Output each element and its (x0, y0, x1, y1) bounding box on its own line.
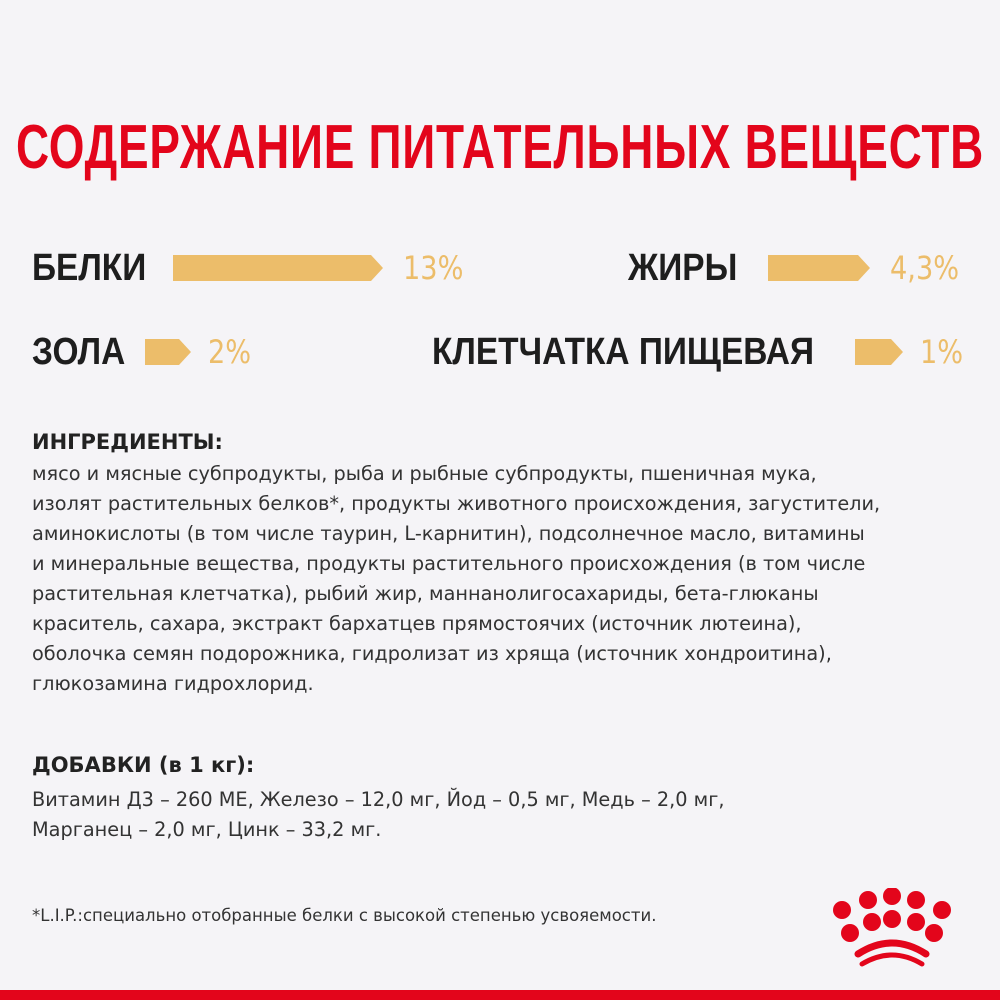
ingredients-text: мясо и мясные субпродукты, рыба и рыбные… (32, 459, 880, 699)
ingredients-line: изолят растительных белков*, продукты жи… (32, 492, 881, 515)
nutrient-label-ash: ЗОЛА (32, 331, 126, 373)
ingredients-heading: ИНГРЕДИЕНТЫ: (32, 430, 223, 454)
nutrient-value-protein: 13% (403, 249, 464, 287)
ingredients-line: оболочка семян подорожника, гидролизат и… (32, 642, 832, 665)
nutrient-label-fiber: КЛЕТЧАТКА ПИЩЕВАЯ (432, 331, 814, 373)
page-title: СОДЕРЖАНИЕ ПИТАТЕЛЬНЫХ ВЕЩЕСТВ (16, 113, 984, 182)
ingredients-line: краситель, сахара, экстракт бархатцев пр… (32, 612, 802, 635)
royal-canin-crown-icon (833, 888, 951, 967)
additives-text: Витамин Д3 – 260 МЕ, Железо – 12,0 мг, Й… (32, 785, 724, 845)
ingredients-line: растительная клетчатка), рыбий жир, манн… (32, 582, 819, 605)
ingredients-line: мясо и мясные субпродукты, рыба и рыбные… (32, 462, 817, 485)
nutrient-value-ash: 2% (208, 333, 252, 371)
nutrient-value-fiber: 1% (920, 333, 964, 371)
nutrient-bar-fat (768, 255, 870, 281)
ingredients-line: глюкозамина гидрохлорид. (32, 672, 314, 695)
additives-heading: ДОБАВКИ (в 1 кг): (32, 753, 255, 777)
nutrient-value-fat: 4,3% (890, 249, 960, 287)
additives-line: Витамин Д3 – 260 МЕ, Железо – 12,0 мг, Й… (32, 788, 725, 811)
nutrient-bar-protein (173, 255, 383, 281)
brand-footer-bar (0, 990, 1000, 1000)
ingredients-line: аминокислоты (в том числе таурин, L-карн… (32, 522, 865, 545)
nutrient-label-fat: ЖИРЫ (628, 247, 738, 289)
ingredients-line: и минеральные вещества, продукты растите… (32, 552, 866, 575)
footnote: *L.I.P.:специально отобранные белки с вы… (32, 906, 657, 925)
additives-line: Марганец – 2,0 мг, Цинк – 33,2 мг. (32, 818, 382, 841)
nutrient-bar-ash (145, 339, 191, 365)
nutrient-label-protein: БЕЛКИ (32, 247, 147, 289)
nutrient-bar-fiber (855, 339, 903, 365)
